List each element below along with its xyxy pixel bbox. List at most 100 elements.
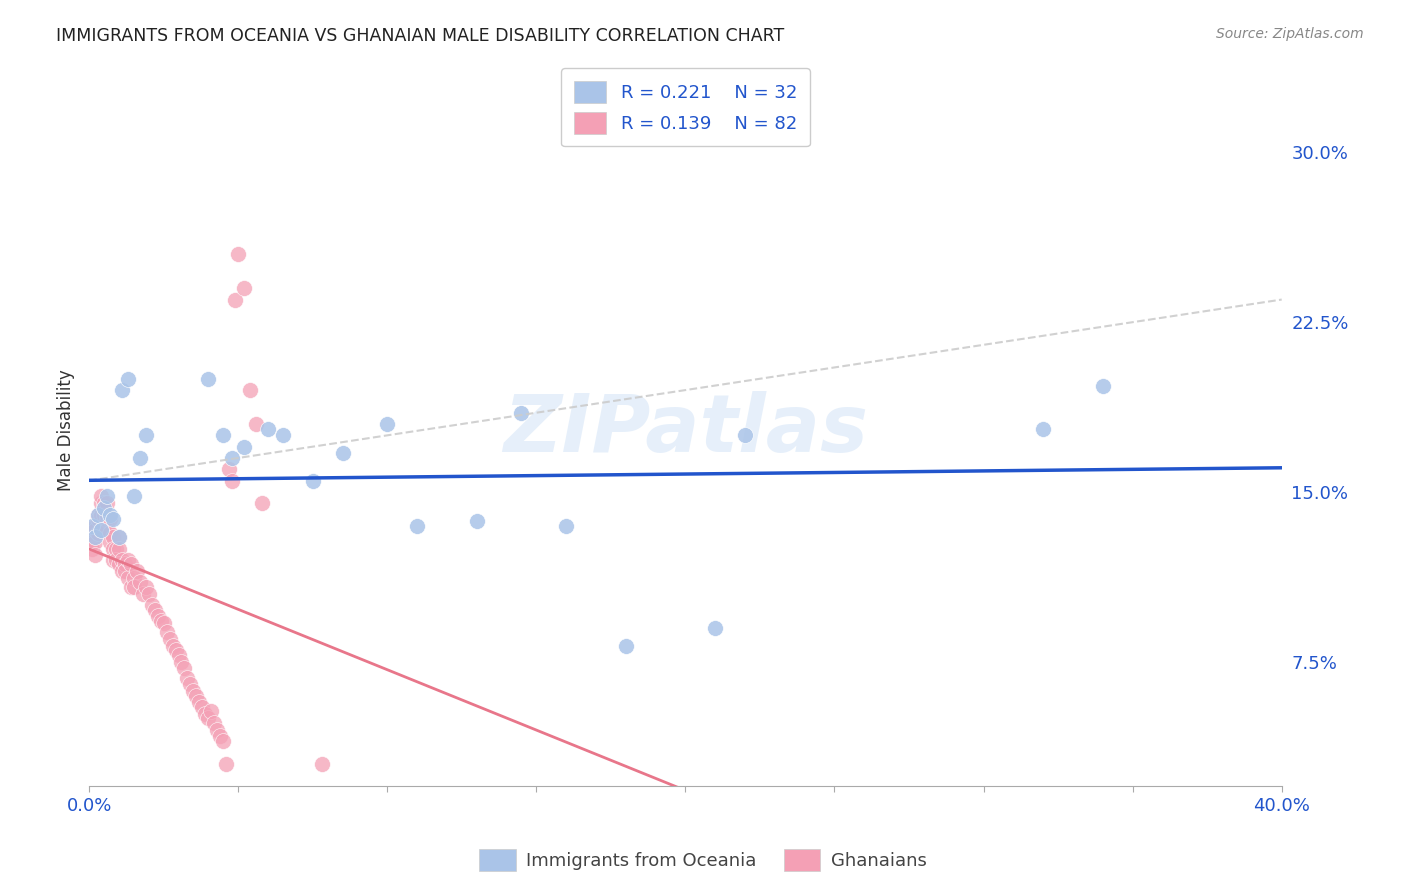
Point [80,541,103,556]
Point [188,695,211,709]
Point [212,734,235,748]
Point [233,281,256,295]
Point [226,247,249,261]
Point [218,462,240,476]
Point [250,496,273,510]
Point [101,541,124,556]
Legend: R = 0.221    N = 32, R = 0.139    N = 82: R = 0.221 N = 32, R = 0.139 N = 82 [561,68,810,146]
Point [120,558,142,572]
Point [104,541,127,556]
Point [98,508,121,522]
Point [96,508,118,522]
Point [98,525,121,540]
Point [1091,378,1114,392]
Point [149,614,172,628]
Point [162,639,184,653]
Point [84,519,107,533]
Point [132,587,155,601]
Point [90,490,112,504]
Point [108,530,131,544]
Point [179,677,201,691]
Point [84,530,107,544]
Point [87,508,110,522]
Point [117,571,139,585]
Point [271,428,294,442]
Point [80,519,103,533]
Point [111,383,134,397]
Point [93,500,115,515]
Point [257,421,280,435]
Point [117,553,139,567]
Point [135,428,157,442]
Point [1032,421,1054,435]
Point [80,524,103,538]
Point [96,496,118,510]
Point [96,490,118,504]
Point [143,602,166,616]
Point [734,428,756,442]
Point [197,711,219,725]
Point [194,706,217,721]
Point [170,655,193,669]
Y-axis label: Male Disability: Male Disability [58,368,75,491]
Point [101,512,124,526]
Point [93,508,115,522]
Point [221,450,243,465]
Legend: Immigrants from Oceania, Ghanaians: Immigrants from Oceania, Ghanaians [472,842,934,879]
Point [301,474,323,488]
Point [90,508,112,522]
Point [90,496,112,510]
Point [101,530,124,544]
Point [510,406,533,420]
Point [111,553,134,567]
Point [165,643,187,657]
Point [207,723,229,737]
Point [87,512,110,526]
Point [84,549,107,563]
Point [96,524,118,538]
Point [221,474,243,488]
Point [84,524,107,538]
Point [212,428,235,442]
Point [122,580,145,594]
Point [233,440,256,454]
Text: Source: ZipAtlas.com: Source: ZipAtlas.com [1216,27,1364,41]
Point [704,621,727,635]
Point [224,293,246,307]
Point [183,684,205,698]
Point [125,564,148,578]
Point [135,580,157,594]
Point [138,587,160,601]
Point [108,530,131,544]
Point [155,625,177,640]
Point [152,616,174,631]
Point [614,639,637,653]
Point [406,519,429,533]
Point [141,598,163,612]
Point [111,564,134,578]
Point [128,575,150,590]
Point [375,417,398,431]
Point [245,417,267,431]
Point [176,671,198,685]
Point [80,530,103,544]
Point [209,730,232,744]
Point [98,512,121,526]
Point [114,564,136,578]
Point [122,571,145,585]
Point [200,705,222,719]
Point [465,514,488,528]
Point [96,512,118,526]
Point [239,383,262,397]
Point [197,372,219,386]
Point [186,689,208,703]
Text: ZIPatlas: ZIPatlas [503,391,868,468]
Point [98,534,121,549]
Point [84,534,107,549]
Point [90,524,112,538]
Point [101,553,124,567]
Point [93,500,115,515]
Point [108,558,131,572]
Text: IMMIGRANTS FROM OCEANIA VS GHANAIAN MALE DISABILITY CORRELATION CHART: IMMIGRANTS FROM OCEANIA VS GHANAIAN MALE… [56,27,785,45]
Point [191,700,214,714]
